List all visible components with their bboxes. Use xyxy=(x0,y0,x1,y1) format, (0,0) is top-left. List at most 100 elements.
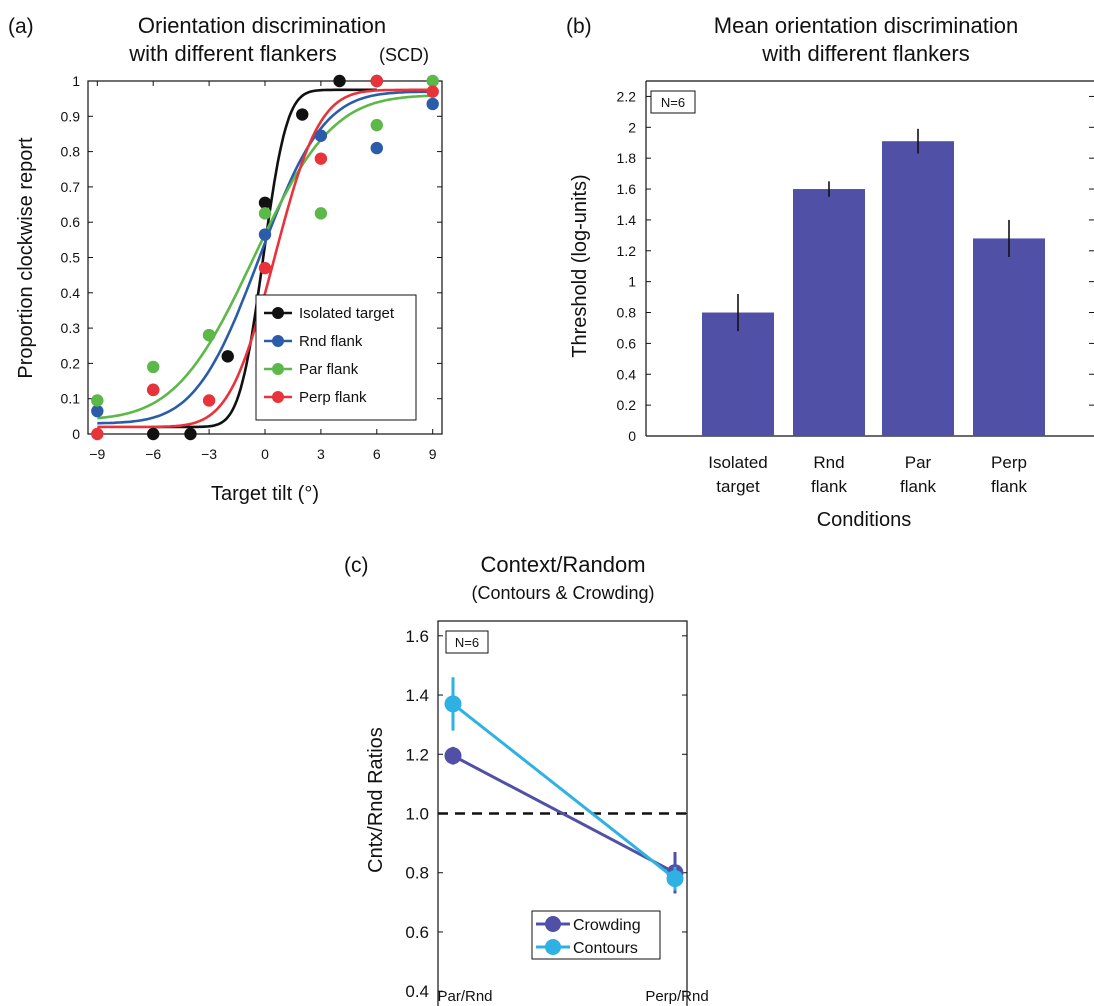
panel-b-axes: 0 0.2 0.4 0.6 0.8 1 1.2 1.4 1.6 1.8 2 2.2 Isolated ta… xyxy=(617,80,1094,496)
bar-isolated-target xyxy=(702,312,774,436)
legend-label-perp-flank: Perp flank xyxy=(299,389,367,406)
panel-b-ytick-label: 1 xyxy=(628,274,636,290)
panel-b-n-label: N=6 xyxy=(661,95,685,110)
legend-marker-perp-flank xyxy=(272,391,284,403)
panel-c-ytick-label: 1.6 xyxy=(405,627,429,646)
panel-a-ytick-label: 0.6 xyxy=(61,214,81,230)
category-label-line2: target xyxy=(716,477,760,496)
panel-a-ytick-label: 0.3 xyxy=(61,320,81,336)
panel-b-ytick-label: 0.4 xyxy=(617,366,637,382)
panel-a-ytick-label: 0.5 xyxy=(61,250,81,266)
data-point-rnd-flank xyxy=(314,129,328,142)
panel-b-ytick-label: 1.2 xyxy=(617,243,637,259)
data-point-contours xyxy=(444,695,462,713)
series-line-crowding xyxy=(452,754,676,875)
panel-a-letter: (a) xyxy=(8,15,34,38)
panel-b: (b) Mean orientation discrimination with… xyxy=(566,13,1094,531)
panel-a-legend: Isolated target Rnd flank Par flank Perp fl… xyxy=(255,294,417,421)
category-label-line1: Rnd xyxy=(813,453,844,472)
panel-b-ytick-label: 1.8 xyxy=(617,150,637,166)
data-point-perp-flank xyxy=(202,394,216,407)
data-point-isolated-target xyxy=(221,350,234,363)
panel-a: (a) Orientation discrimination with diff… xyxy=(8,13,443,505)
panel-b-ytick-label: 2 xyxy=(628,119,636,135)
panel-a-title-tag: (SCD) xyxy=(379,45,429,65)
panel-a-xtick-label: −3 xyxy=(201,446,217,462)
panel-c-ytick-label: 1.4 xyxy=(405,686,429,705)
panel-c-ytick-label: 0.8 xyxy=(405,864,429,883)
panel-b-ytick-label: 0 xyxy=(628,428,636,444)
panel-c-title-line2: (Contours & Crowding) xyxy=(471,583,654,603)
panel-c-ytick-label: 1.2 xyxy=(405,745,429,764)
panel-c: (c) Context/Random (Contours & Crowding)… xyxy=(344,552,709,1006)
panel-b-ytick-label: 0.6 xyxy=(617,335,637,351)
data-point-par-flank xyxy=(202,328,216,342)
panel-a-xtick-label: 0 xyxy=(261,446,269,462)
legend-marker-isolated-target xyxy=(272,307,284,319)
panel-c-xtick-label: Perp/Rnd xyxy=(645,988,708,1005)
legend-label-par-flank: Par flank xyxy=(299,361,359,378)
panel-c-series xyxy=(444,677,684,894)
data-point-par-flank xyxy=(258,207,272,220)
data-point-perp-flank xyxy=(258,261,272,275)
panel-c-ytick-label: 0.6 xyxy=(405,923,429,942)
panel-b-xlabel: Conditions xyxy=(817,509,912,531)
legend-marker-par-flank xyxy=(272,363,284,375)
panel-b-ytick-label: 0.2 xyxy=(617,397,637,413)
panel-c-ylabel: Cntx/Rnd Ratios xyxy=(365,727,387,873)
panel-b-ylabel: Threshold (log-units) xyxy=(569,174,591,357)
panel-a-ytick-label: 0.7 xyxy=(61,179,81,195)
panel-a-ytick-label: 0.4 xyxy=(61,285,81,301)
category-label-line2: flank xyxy=(991,477,1027,496)
data-point-rnd-flank xyxy=(258,228,272,241)
panel-a-title-line1: Orientation discrimination xyxy=(138,13,386,38)
data-point-perp-flank xyxy=(147,383,160,397)
data-point-rnd-flank xyxy=(370,141,383,155)
panel-c-xtick-label: Par/Rnd xyxy=(437,988,492,1005)
legend-label-contours: Contours xyxy=(573,940,638,957)
category-label-line2: flank xyxy=(811,477,847,496)
panel-c-n-box xyxy=(445,630,489,654)
series-line-contours xyxy=(452,702,676,880)
data-point-crowding xyxy=(444,747,462,765)
panel-a-title-line2: with different flankers xyxy=(128,41,336,66)
legend-label-crowding: Crowding xyxy=(573,917,641,934)
data-point-rnd-flank xyxy=(426,97,439,111)
data-point-par-flank xyxy=(147,360,160,374)
panel-c-legend: Crowding Contours xyxy=(531,910,661,960)
panel-a-axes: 0 0.1 0.2 0.3 0.4 0.5 0.6 0.7 0.8 0.9 1 −9 −6 −3 0 3 6 9 xyxy=(61,73,443,462)
data-point-perp-flank xyxy=(426,85,439,98)
panel-c-ytick-label: 0.4 xyxy=(405,982,429,1001)
panel-a-ytick-label: 1 xyxy=(72,73,80,89)
bar-perp-flank xyxy=(973,238,1045,436)
panel-b-ytick-label: 0.8 xyxy=(617,305,637,321)
panel-a-ylabel: Proportion clockwise report xyxy=(15,137,37,379)
data-point-isolated-target xyxy=(184,427,197,441)
fit-curve-perp-flank xyxy=(97,88,433,429)
data-point-par-flank xyxy=(314,207,328,220)
data-point-contours xyxy=(666,870,684,888)
panel-a-xtick-label: −9 xyxy=(89,446,105,462)
panel-b-bars xyxy=(702,128,1045,436)
panel-a-ytick-label: 0.1 xyxy=(61,391,81,407)
data-point-isolated-target xyxy=(147,427,160,441)
data-point-par-flank xyxy=(370,118,383,132)
panel-b-title-line2: with different flankers xyxy=(761,41,969,66)
panel-b-letter: (b) xyxy=(566,15,592,38)
fit-curve-rnd-flank xyxy=(97,90,433,425)
panel-a-ytick-label: 0.2 xyxy=(61,355,81,371)
category-label-line1: Perp xyxy=(991,453,1027,472)
panel-a-data-points xyxy=(91,74,439,441)
panel-c-axes: 0.4 0.6 0.8 1.0 1.2 1.4 1.6 Par/Rnd Perp/Rnd xyxy=(405,620,709,1006)
panel-a-xtick-label: 9 xyxy=(429,446,437,462)
panel-c-ytick-label: 1.0 xyxy=(405,805,429,824)
data-point-perp-flank xyxy=(370,74,383,88)
bar-par-flank xyxy=(882,141,954,436)
panel-b-title-line1: Mean orientation discrimination xyxy=(714,13,1019,38)
legend-label-rnd-flank: Rnd flank xyxy=(299,333,363,350)
data-point-rnd-flank xyxy=(91,404,104,418)
legend-label-isolated-target: Isolated target xyxy=(299,305,395,322)
panel-b-ytick-label: 2.2 xyxy=(617,88,637,104)
panel-a-xtick-label: 3 xyxy=(317,446,325,462)
